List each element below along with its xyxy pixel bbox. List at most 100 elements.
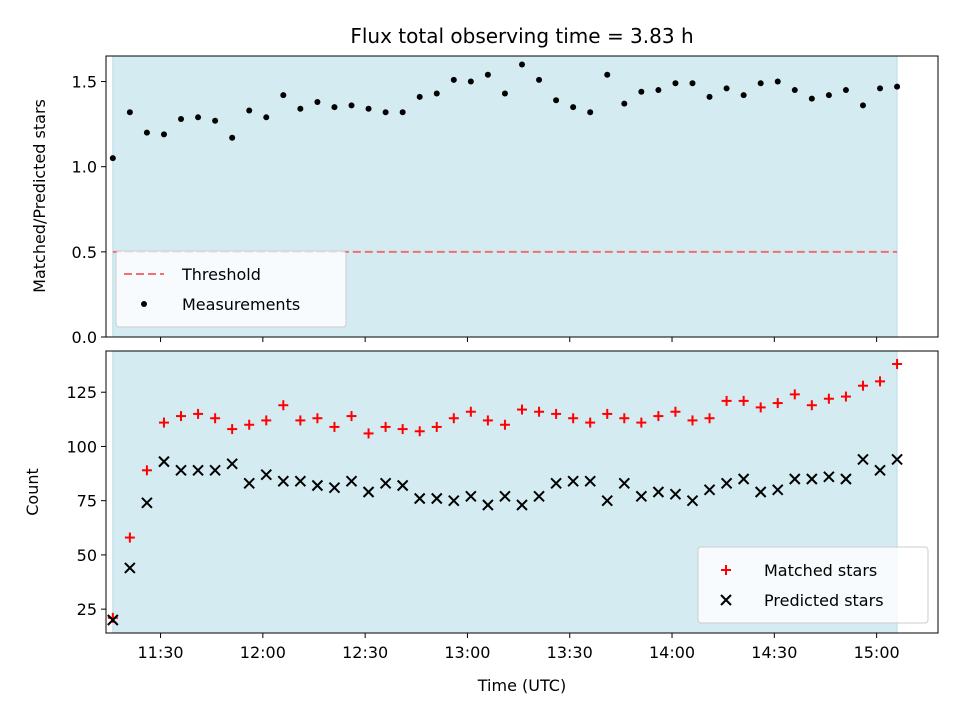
legend-label: Predicted stars bbox=[764, 591, 884, 610]
matched-point bbox=[210, 413, 221, 424]
predicted-point bbox=[465, 490, 477, 503]
measurement-point bbox=[399, 109, 406, 116]
legend-label: Matched stars bbox=[764, 561, 877, 580]
measurement-point bbox=[723, 85, 730, 92]
predicted-point bbox=[362, 486, 375, 498]
matched-point bbox=[482, 415, 493, 426]
y-tick-label: 100 bbox=[66, 437, 97, 456]
matched-point bbox=[141, 465, 152, 476]
predicted-point bbox=[601, 494, 613, 507]
x-tick-label: 14:00 bbox=[649, 643, 695, 662]
matched-point bbox=[687, 415, 698, 426]
predicted-point bbox=[448, 494, 460, 507]
legend: Matched stars Predicted stars bbox=[697, 546, 929, 624]
predicted-point bbox=[652, 486, 665, 498]
series-measurements bbox=[109, 61, 901, 162]
measurement-point bbox=[126, 109, 133, 116]
measurement-point bbox=[740, 92, 747, 99]
measurement-point bbox=[638, 88, 645, 95]
matched-point bbox=[551, 408, 562, 419]
matched-point bbox=[363, 428, 374, 439]
measurement-point bbox=[894, 83, 901, 90]
matched-point bbox=[380, 421, 391, 432]
matched-point bbox=[499, 419, 510, 430]
measurement-point bbox=[689, 80, 696, 87]
matched-point bbox=[397, 424, 408, 435]
top-y-axis-label: Matched/Predicted stars bbox=[30, 99, 49, 293]
matched-point bbox=[806, 400, 817, 411]
predicted-point bbox=[396, 479, 409, 492]
x-tick-label: 13:00 bbox=[444, 643, 490, 662]
predicted-point bbox=[533, 490, 545, 503]
measurement-point bbox=[246, 107, 253, 114]
x-axis-label: Time (UTC) bbox=[477, 676, 566, 695]
matched-point bbox=[124, 532, 135, 543]
matched-point bbox=[227, 424, 238, 435]
measurement-point bbox=[825, 92, 832, 99]
predicted-point bbox=[158, 455, 170, 468]
predicted-point bbox=[720, 477, 733, 490]
matched-point bbox=[261, 415, 272, 426]
plot-frame bbox=[105, 350, 939, 634]
matched-point bbox=[193, 408, 204, 419]
measurement-point bbox=[536, 76, 543, 83]
predicted-point bbox=[328, 481, 341, 494]
legend-item: Measurements bbox=[141, 295, 300, 314]
measurement-point bbox=[178, 116, 185, 123]
measurement-point bbox=[229, 134, 236, 141]
matched-point bbox=[414, 426, 425, 437]
predicted-point bbox=[823, 471, 835, 483]
measurement-point bbox=[519, 61, 525, 68]
x-tick-label: 13:30 bbox=[547, 643, 593, 662]
measurement-point bbox=[467, 78, 474, 85]
predicted-point bbox=[226, 458, 238, 470]
measurement-point bbox=[143, 129, 150, 136]
legend: Threshold Measurements bbox=[115, 250, 347, 328]
measurement-point bbox=[604, 71, 611, 78]
predicted-point bbox=[635, 490, 648, 503]
measurement-point bbox=[160, 131, 167, 138]
y-tick-label: 125 bbox=[66, 383, 97, 402]
measurement-point bbox=[195, 114, 202, 121]
predicted-point bbox=[431, 492, 443, 505]
predicted-point bbox=[294, 475, 307, 487]
predicted-point bbox=[686, 494, 699, 507]
y-tick-label: 75 bbox=[77, 492, 97, 511]
matched-point bbox=[602, 408, 613, 419]
predicted-point bbox=[192, 464, 204, 477]
legend-item: Matched stars bbox=[721, 561, 877, 580]
y-tick-label: 0.0 bbox=[72, 328, 97, 347]
matched-point bbox=[244, 419, 255, 430]
x-tick-label: 11:30 bbox=[138, 643, 184, 662]
y-tick-label: 1.0 bbox=[72, 158, 97, 177]
measurement-point bbox=[672, 80, 679, 87]
matched-point bbox=[465, 406, 476, 417]
predicted-point bbox=[754, 486, 767, 498]
measurement-point bbox=[655, 87, 662, 94]
matched-point bbox=[840, 391, 851, 402]
predicted-point bbox=[584, 475, 596, 487]
matched-point bbox=[431, 421, 442, 432]
predicted-point bbox=[874, 464, 886, 477]
series-matched-stars bbox=[107, 359, 903, 623]
matched-point bbox=[636, 417, 647, 428]
chart-title: Flux total observing time = 3.83 h bbox=[350, 24, 693, 48]
matched-point bbox=[278, 400, 289, 411]
predicted-point bbox=[482, 499, 494, 511]
predicted-point bbox=[703, 484, 716, 496]
matched-point bbox=[329, 421, 340, 432]
top-panel: 0.0 0.5 1.0 1.5 Threshold Measurements bbox=[72, 55, 939, 347]
matched-point bbox=[517, 404, 527, 415]
measurement-point bbox=[774, 78, 781, 85]
y-tick-label: 0.5 bbox=[72, 243, 97, 262]
predicted-point bbox=[840, 473, 852, 485]
matched-point bbox=[312, 413, 323, 424]
matched-point bbox=[789, 389, 800, 400]
x-tick-label: 14:30 bbox=[751, 643, 797, 662]
matched-point bbox=[670, 406, 681, 417]
matched-point bbox=[653, 411, 664, 422]
series-predicted-stars bbox=[107, 453, 903, 626]
matched-point bbox=[755, 402, 766, 413]
matched-point bbox=[346, 411, 357, 422]
matched-point bbox=[295, 415, 306, 426]
